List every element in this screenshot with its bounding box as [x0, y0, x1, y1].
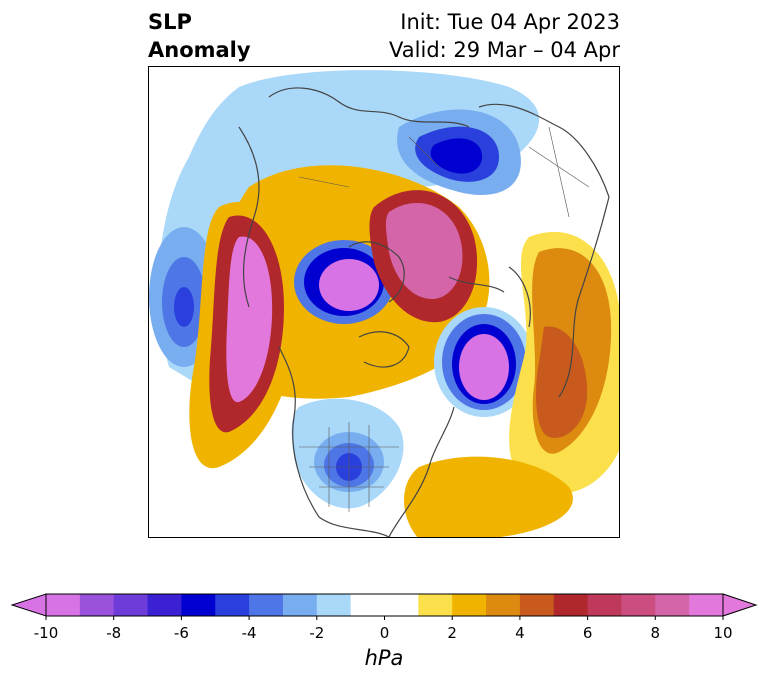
colorbar-segment [452, 594, 487, 616]
colorbar-tick-label: -10 [33, 624, 59, 642]
colorbar-segment [350, 594, 385, 616]
colorbar-tick-label: 8 [650, 624, 661, 642]
positive-anomaly-region [385, 203, 463, 300]
anomaly-map [148, 66, 620, 538]
colorbar-segment [418, 594, 453, 616]
title-left: SLP Anomaly [148, 8, 251, 64]
colorbar-extend-min [10, 593, 47, 617]
colorbar-segment [621, 594, 656, 616]
colorbar-segment [215, 594, 250, 616]
colorbar-tick-label: -8 [106, 624, 122, 642]
colorbar-segment [519, 594, 555, 616]
negative-anomaly-region [174, 287, 194, 327]
colorbar-segment [587, 594, 622, 616]
colorbar-tick-label: -2 [309, 624, 325, 642]
colorbar-tick-label: 10 [713, 624, 733, 642]
colorbar-segment [79, 594, 115, 616]
colorbar-segment [147, 594, 182, 616]
colorbar [10, 593, 758, 620]
colorbar-tick-label: 6 [582, 624, 593, 642]
colorbar-segment [553, 594, 589, 616]
negative-anomaly-region [319, 259, 379, 311]
colorbar-segment [384, 594, 419, 616]
coastlines [238, 87, 610, 537]
colorbar-segment [282, 594, 318, 616]
positive-anomaly-region [404, 456, 573, 537]
colorbar-tick-label: 2 [447, 624, 457, 642]
title-variable-type: Anomaly [148, 38, 251, 62]
valid-range: Valid: 29 Mar – 04 Apr [389, 38, 620, 62]
anomaly-map-svg [149, 70, 619, 537]
colorbar-tick-label: 4 [515, 624, 525, 642]
colorbar-segment [486, 594, 521, 616]
positive-anomaly-region [536, 326, 588, 438]
colorbar-segment [46, 594, 81, 616]
colorbar-segment [181, 594, 216, 616]
colorbar-extend-max [722, 593, 758, 617]
negative-anomaly-region [459, 334, 509, 400]
colorbar-segment [655, 594, 690, 616]
init-date: Init: Tue 04 Apr 2023 [400, 10, 620, 34]
colorbar-label: hPa [364, 646, 404, 670]
colorbar-segment [249, 594, 284, 616]
title-variable: SLP [148, 10, 192, 34]
colorbar-tick-label: 0 [379, 624, 390, 642]
colorbar-tick-label: -6 [173, 624, 189, 642]
borders [298, 126, 590, 512]
negative-anomaly-region [430, 138, 483, 174]
colorbar-segment [689, 594, 724, 616]
colorbar-tick-label: -4 [241, 624, 257, 642]
colorbar-segment [113, 594, 149, 616]
colorbar-segment [316, 594, 352, 616]
positive-anomaly-region [226, 236, 273, 403]
title-right: Init: Tue 04 Apr 2023 Valid: 29 Mar – 04… [389, 8, 620, 64]
